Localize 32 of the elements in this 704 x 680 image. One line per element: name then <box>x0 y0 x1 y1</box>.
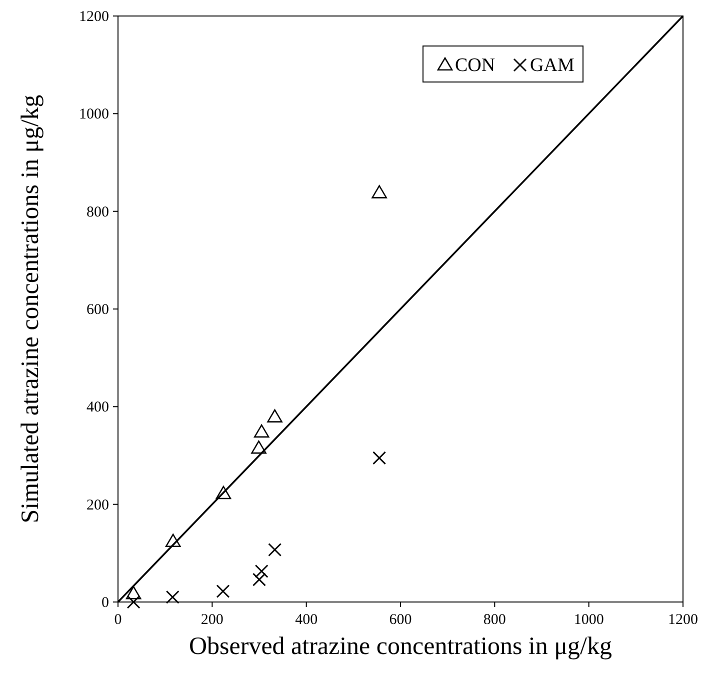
point <box>126 586 142 600</box>
y-axis-title: Simulated atrazine concentrations in μg/kg <box>17 94 44 524</box>
legend-label: CON <box>455 55 496 76</box>
point <box>165 534 181 547</box>
legend-label: GAM <box>530 55 574 76</box>
y-tick-label: 1000 <box>79 106 109 123</box>
x-tick-label: 0 <box>114 612 122 628</box>
x-tick-label: 800 <box>483 612 506 628</box>
x-axis-title: Observed atrazine concentrations in μg/kg <box>189 633 612 660</box>
point <box>267 409 282 422</box>
point <box>372 185 387 198</box>
point <box>126 595 140 609</box>
x-tick-label: 400 <box>295 612 318 628</box>
x-tick-label: 200 <box>200 612 224 628</box>
point <box>252 572 266 586</box>
point <box>372 451 386 465</box>
point <box>216 486 232 500</box>
point <box>268 543 282 556</box>
point <box>216 584 230 598</box>
y-tick-label: 800 <box>86 204 109 220</box>
point <box>251 440 266 454</box>
y-tick-label: 200 <box>86 497 109 514</box>
x-tick-label: 1200 <box>668 612 698 628</box>
point <box>254 424 270 438</box>
x-tick-label: 1000 <box>574 612 604 628</box>
y-tick-label: 0 <box>102 595 109 611</box>
y-tick-label: 400 <box>86 400 109 416</box>
y-tick-label: 600 <box>86 302 109 318</box>
x-tick-label: 600 <box>389 612 412 628</box>
point <box>166 590 180 604</box>
y-tick-label: 1200 <box>79 9 109 25</box>
point <box>254 564 268 578</box>
